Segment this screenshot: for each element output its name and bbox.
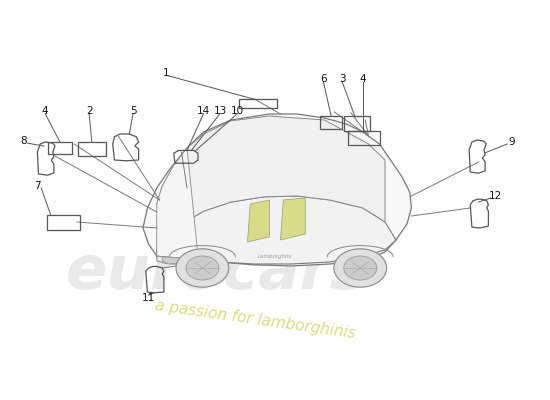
Text: 1: 1 — [163, 68, 169, 78]
Text: 8: 8 — [20, 136, 26, 146]
Text: 6: 6 — [320, 74, 327, 84]
Bar — [344, 116, 370, 131]
Text: a passion for lamborghinis: a passion for lamborghinis — [154, 298, 356, 342]
Polygon shape — [143, 114, 411, 266]
Text: 14: 14 — [197, 106, 210, 116]
Polygon shape — [280, 198, 305, 240]
Text: Lamborghini: Lamborghini — [258, 254, 292, 259]
Bar — [47, 215, 80, 230]
Text: 4: 4 — [360, 74, 366, 84]
Text: 11: 11 — [142, 293, 155, 302]
Text: 12: 12 — [488, 191, 502, 201]
Text: 5: 5 — [130, 106, 136, 116]
Polygon shape — [157, 196, 396, 264]
Bar — [48, 142, 72, 154]
Bar — [239, 99, 277, 108]
Bar — [348, 131, 380, 145]
Text: 2: 2 — [86, 106, 92, 116]
Polygon shape — [157, 256, 198, 266]
Text: eurocars: eurocars — [66, 242, 367, 302]
Polygon shape — [248, 200, 270, 242]
Text: 7: 7 — [34, 181, 41, 191]
Bar — [78, 142, 106, 156]
Text: 10: 10 — [231, 106, 244, 116]
Circle shape — [186, 256, 219, 280]
Polygon shape — [157, 116, 385, 228]
Text: 3: 3 — [339, 74, 345, 84]
Circle shape — [344, 256, 377, 280]
Text: 4: 4 — [42, 106, 48, 116]
Circle shape — [334, 249, 387, 287]
Bar — [320, 116, 342, 129]
Circle shape — [176, 249, 229, 287]
Polygon shape — [162, 257, 195, 264]
Text: 13: 13 — [213, 106, 227, 116]
Text: 9: 9 — [508, 137, 515, 147]
Polygon shape — [157, 148, 198, 258]
